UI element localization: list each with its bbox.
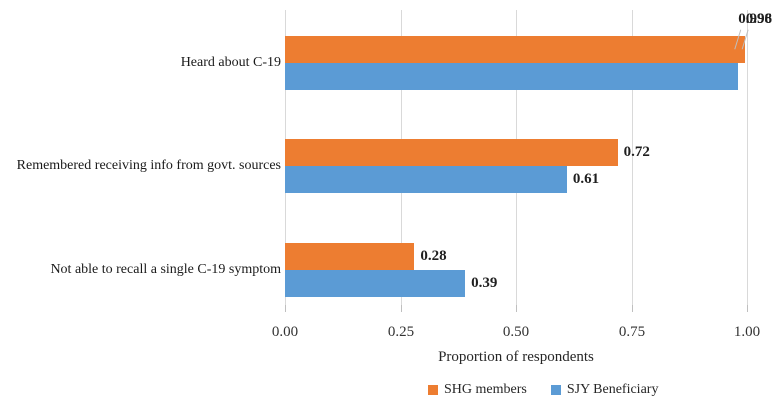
tick-label: 0.00 xyxy=(271,324,299,340)
category-label: Remembered receiving info from govt. sou… xyxy=(16,158,281,174)
tick-label: 0.50 xyxy=(502,324,530,340)
tick-mark xyxy=(632,305,633,312)
legend-swatch xyxy=(550,385,561,395)
bar-sjy-beneficiary xyxy=(285,269,466,297)
legend-item-sjy-beneficiary: SJY Beneficiary xyxy=(550,382,659,398)
gridline xyxy=(747,10,748,305)
tick-label: 0.75 xyxy=(618,324,646,340)
gridline xyxy=(632,10,633,305)
value-label: 0.61 xyxy=(572,171,600,188)
value-label: 0.28 xyxy=(420,247,447,264)
tick-mark xyxy=(401,305,402,312)
value-label: 0.996 xyxy=(738,10,772,27)
bar-shg-members xyxy=(285,35,746,63)
legend-label: SHG members xyxy=(444,382,527,397)
tick-label: 1.00 xyxy=(733,324,761,340)
value-label: 0.98 xyxy=(745,10,772,27)
legend: SHG members SJY Beneficiary xyxy=(428,382,658,398)
category-label: Heard about C-19 xyxy=(180,54,281,70)
tick-mark xyxy=(516,305,517,312)
legend-label: SJY Beneficiary xyxy=(566,382,659,397)
bar-shg-members xyxy=(285,242,415,270)
tick-mark xyxy=(285,305,286,312)
tick-label: 0.25 xyxy=(387,324,415,340)
bar-sjy-beneficiary xyxy=(285,166,567,194)
category-label: Not able to recall a single C-19 symptom xyxy=(50,261,281,277)
value-label: 0.39 xyxy=(471,274,498,291)
value-label: 0.72 xyxy=(623,144,650,161)
bar-sjy-beneficiary xyxy=(285,62,738,90)
x-axis-title: Proportion of respondents xyxy=(438,349,594,365)
legend-swatch xyxy=(428,385,438,395)
bar-shg-members xyxy=(285,139,618,167)
tick-mark xyxy=(747,305,748,312)
legend-item-shg-members: SHG members xyxy=(428,382,527,398)
